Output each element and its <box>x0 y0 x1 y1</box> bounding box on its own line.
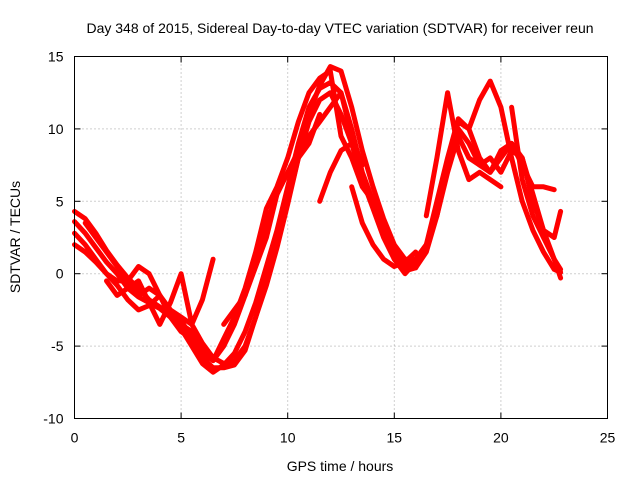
x-tick-label: 20 <box>493 430 509 446</box>
y-tick-label: 15 <box>48 49 64 65</box>
x-tick-label: 5 <box>177 430 185 446</box>
x-axis-label: GPS time / hours <box>287 458 394 474</box>
y-tick-label: 5 <box>56 193 64 209</box>
y-axis-label: SDTVAR / TECUs <box>7 181 23 293</box>
x-tick-label: 0 <box>71 430 79 446</box>
series-line-track-4 <box>72 68 557 364</box>
series-line-track-1 <box>72 64 564 371</box>
series-line-track-3 <box>72 90 564 366</box>
x-tick-label: 10 <box>280 430 296 446</box>
y-tick-label: -5 <box>51 338 64 354</box>
x-tick-label: 25 <box>600 430 616 446</box>
x-tick-label: 15 <box>387 430 403 446</box>
y-tick-label: 0 <box>56 266 64 282</box>
series-line-track-6 <box>104 256 216 327</box>
series-line-track-9 <box>349 184 419 269</box>
traces-layer <box>72 64 564 375</box>
chart-title: Day 348 of 2015, Sidereal Day-to-day VTE… <box>86 20 593 36</box>
y-tick-label: -10 <box>43 411 63 427</box>
y-tick-label: 10 <box>48 121 64 137</box>
series-line-track-5 <box>82 111 323 364</box>
series-line-track-10 <box>423 90 504 219</box>
series-line-track-8 <box>317 140 429 269</box>
ticks-layer: 0 5 10 15 20 25 -10 -5 0 5 10 15 <box>43 49 615 446</box>
plot-frame <box>74 56 608 419</box>
series-line-track-7 <box>221 90 365 327</box>
series-line-track-11 <box>509 104 564 272</box>
